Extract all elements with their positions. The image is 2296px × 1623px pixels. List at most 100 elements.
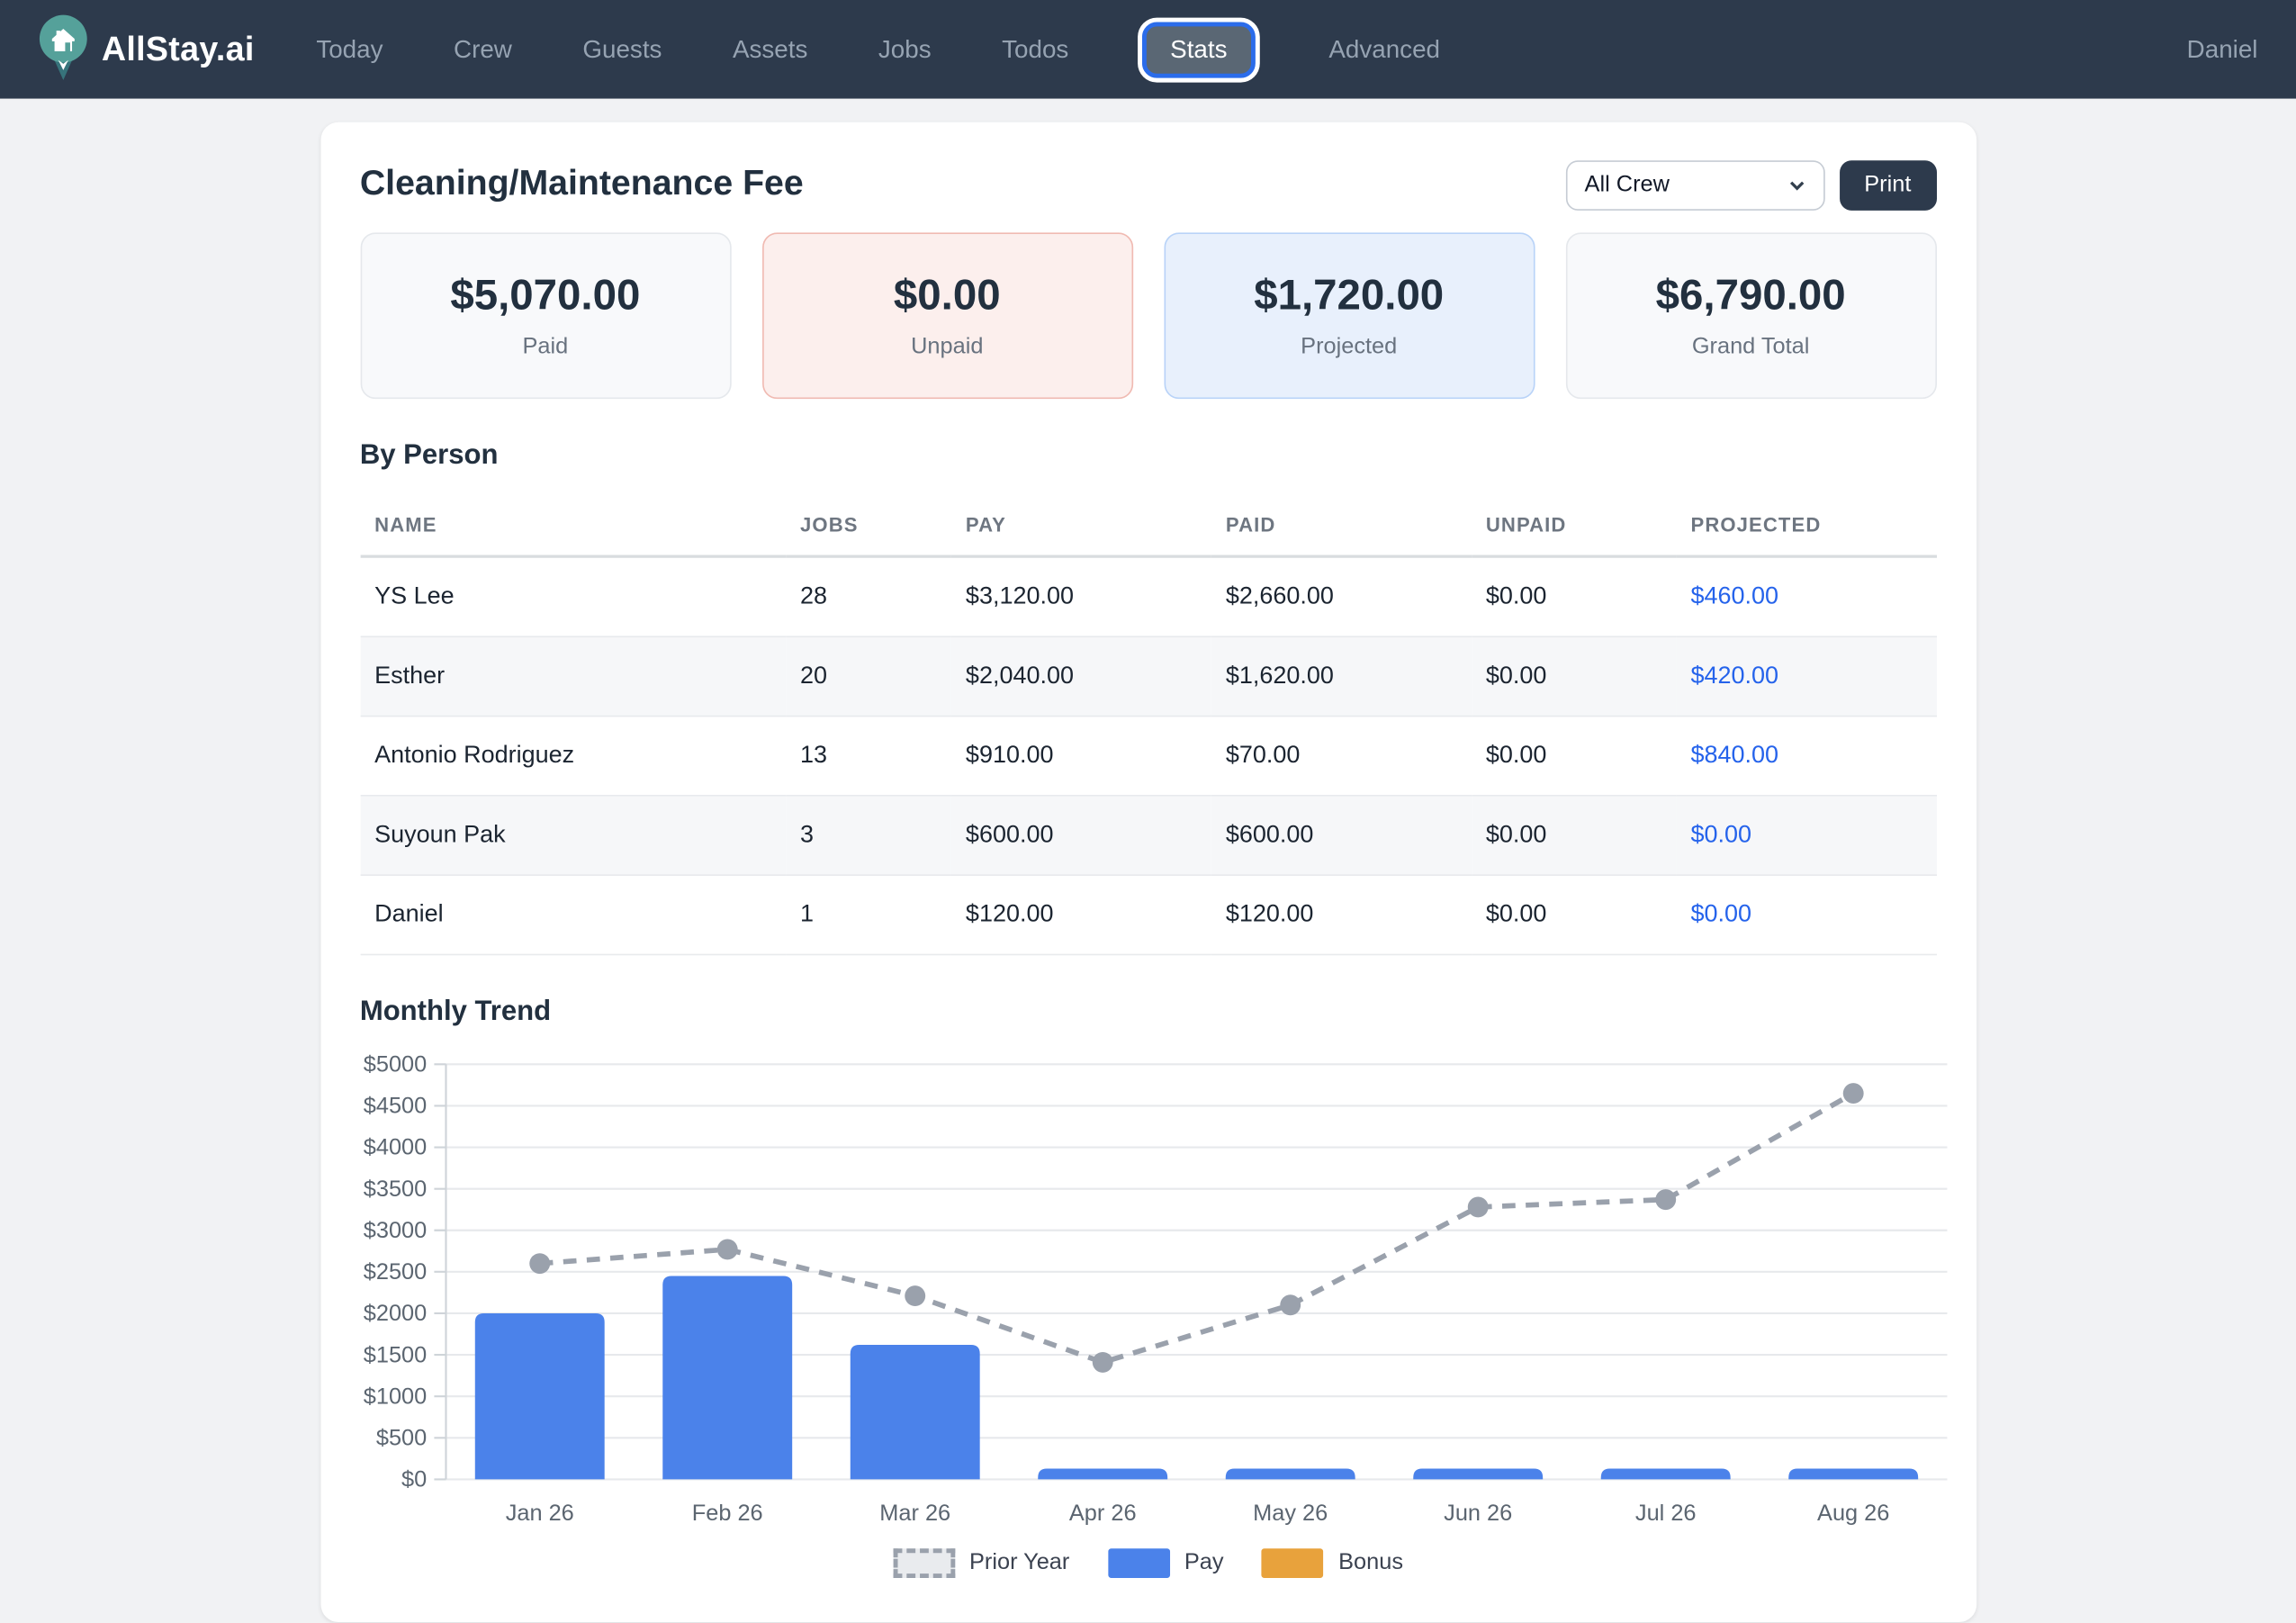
nav-items: Today Crew Guests Assets Jobs Todos Stat… [316,21,2186,77]
nav-item-jobs[interactable]: Jobs [878,34,932,63]
nav-item-stats[interactable]: Stats [1142,21,1256,77]
summary-label: Unpaid [911,333,984,359]
cell-projected: $0.00 [1676,795,1937,876]
cell-pay: $120.00 [950,875,1211,956]
table-row: Antonio Rodriguez 13 $910.00 $70.00 $0.00 $84… [359,716,1937,797]
table-header-row: NAME JOBS PAY PAID UNPAID PROJECTED [359,499,1937,558]
nav-item-crew[interactable]: Crew [454,34,512,63]
brand-logo[interactable]: AllStay.ai [39,14,255,85]
svg-text:$2500: $2500 [363,1259,426,1285]
column-header-unpaid: UNPAID [1471,499,1677,558]
map-pin-house-icon [39,14,89,85]
stats-card: Cleaning/Maintenance Fee All Crew Print … [320,122,1976,1623]
legend-item-pay: Pay [1107,1548,1224,1578]
by-person-table: NAME JOBS PAY PAID UNPAID PROJECTED YS L… [359,499,1937,956]
table-row: Suyoun Pak 3 $600.00 $600.00 $0.00 $0.00 [359,795,1937,876]
crew-filter-select[interactable]: All Crew [1565,160,1825,211]
cell-name: Daniel [359,875,786,956]
summary-label: Grand Total [1691,333,1810,359]
cell-paid: $2,660.00 [1211,556,1472,638]
summary-card-unpaid: $0.00 Unpaid [761,232,1133,400]
summary-label: Projected [1301,333,1398,359]
nav-item-today[interactable]: Today [316,34,383,63]
cell-unpaid: $0.00 [1471,716,1677,797]
cell-jobs: 13 [785,716,951,797]
svg-text:May 26: May 26 [1252,1501,1327,1526]
table-row: Esther 20 $2,040.00 $1,620.00 $0.00 $420.00 [359,636,1937,717]
svg-text:$0: $0 [401,1467,426,1492]
cell-paid: $120.00 [1211,875,1472,956]
by-person-heading: By Person [359,439,499,472]
cell-jobs: 20 [785,636,951,717]
cell-name: YS Lee [359,556,786,638]
page-title: Cleaning/Maintenance Fee [359,163,804,203]
cell-unpaid: $0.00 [1471,556,1677,638]
svg-text:Apr 26: Apr 26 [1068,1501,1136,1526]
svg-text:$4500: $4500 [363,1094,426,1119]
cell-unpaid: $0.00 [1471,795,1677,876]
cell-name: Antonio Rodriguez [359,716,786,797]
cell-name: Suyoun Pak [359,795,786,876]
bonus-swatch-icon [1262,1548,1324,1578]
nav-item-assets[interactable]: Assets [732,34,808,63]
column-header-projected: PROJECTED [1676,499,1937,558]
svg-text:$2000: $2000 [363,1301,426,1326]
svg-text:$1000: $1000 [363,1384,426,1409]
chart-legend: Prior Year Pay Bonus [360,1548,1936,1578]
table-row: YS Lee 28 $3,120.00 $2,660.00 $0.00 $460.00 [359,556,1937,638]
cell-projected: $460.00 [1676,556,1937,638]
cell-unpaid: $0.00 [1471,875,1677,956]
column-header-paid: PAID [1211,499,1472,558]
cell-unpaid: $0.00 [1471,636,1677,717]
nav-item-todos[interactable]: Todos [1002,34,1069,63]
cell-paid: $70.00 [1211,716,1472,797]
chevron-down-icon [1789,181,1804,191]
table-row: Daniel 1 $120.00 $120.00 $0.00 $0.00 [359,875,1937,956]
nav-item-guests[interactable]: Guests [582,34,662,63]
svg-text:Jan 26: Jan 26 [505,1501,573,1526]
cell-jobs: 1 [785,875,951,956]
cell-projected: $840.00 [1676,716,1937,797]
summary-card-grand-total: $6,790.00 Grand Total [1565,232,1937,400]
cell-jobs: 28 [785,556,951,638]
cell-projected: $0.00 [1676,875,1937,956]
svg-text:$1500: $1500 [363,1342,426,1367]
summary-value: $6,790.00 [1655,271,1846,320]
cell-paid: $600.00 [1211,795,1472,876]
nav-item-advanced[interactable]: Advanced [1328,34,1441,63]
summary-value: $0.00 [893,271,1001,320]
cell-pay: $3,120.00 [950,556,1211,638]
navbar: AllStay.ai Today Crew Guests Assets Jobs… [0,0,2296,99]
cell-projected: $420.00 [1676,636,1937,717]
monthly-trend-heading: Monthly Trend [359,996,552,1028]
legend-item-bonus: Bonus [1262,1548,1403,1578]
user-menu[interactable]: Daniel [2186,34,2258,63]
column-header-pay: PAY [950,499,1211,558]
svg-text:Jul 26: Jul 26 [1634,1501,1696,1526]
cell-pay: $910.00 [950,716,1211,797]
column-header-jobs: JOBS [785,499,951,558]
monthly-trend-chart: $0 $500 $1000 $1500 $2000 $2500 $3000 $3500 $400… [360,1050,1947,1578]
summary-cards: $5,070.00 Paid $0.00 Unpaid $1,720.00 Pr… [359,232,1937,400]
summary-value: $5,070.00 [450,271,641,320]
pay-swatch-icon [1107,1548,1170,1578]
column-header-name: NAME [359,499,786,558]
svg-text:Jun 26: Jun 26 [1443,1501,1511,1526]
page-header: Cleaning/Maintenance Fee All Crew Print [359,160,1937,211]
print-button[interactable]: Print [1839,160,1937,211]
crew-filter-value: All Crew [1584,172,1670,198]
svg-text:Mar 26: Mar 26 [878,1501,950,1526]
summary-card-projected: $1,720.00 Projected [1163,232,1535,400]
cell-jobs: 3 [785,795,951,876]
svg-text:Aug 26: Aug 26 [1816,1501,1888,1526]
cell-name: Esther [359,636,786,717]
svg-text:$3000: $3000 [363,1218,426,1243]
header-controls: All Crew Print [1565,160,1937,211]
summary-card-paid: $5,070.00 Paid [359,232,731,400]
summary-value: $1,720.00 [1254,271,1445,320]
cell-paid: $1,620.00 [1211,636,1472,717]
prior-year-swatch-icon [892,1548,955,1578]
legend-item-prior-year: Prior Year [892,1548,1069,1578]
svg-text:$3500: $3500 [363,1177,426,1202]
